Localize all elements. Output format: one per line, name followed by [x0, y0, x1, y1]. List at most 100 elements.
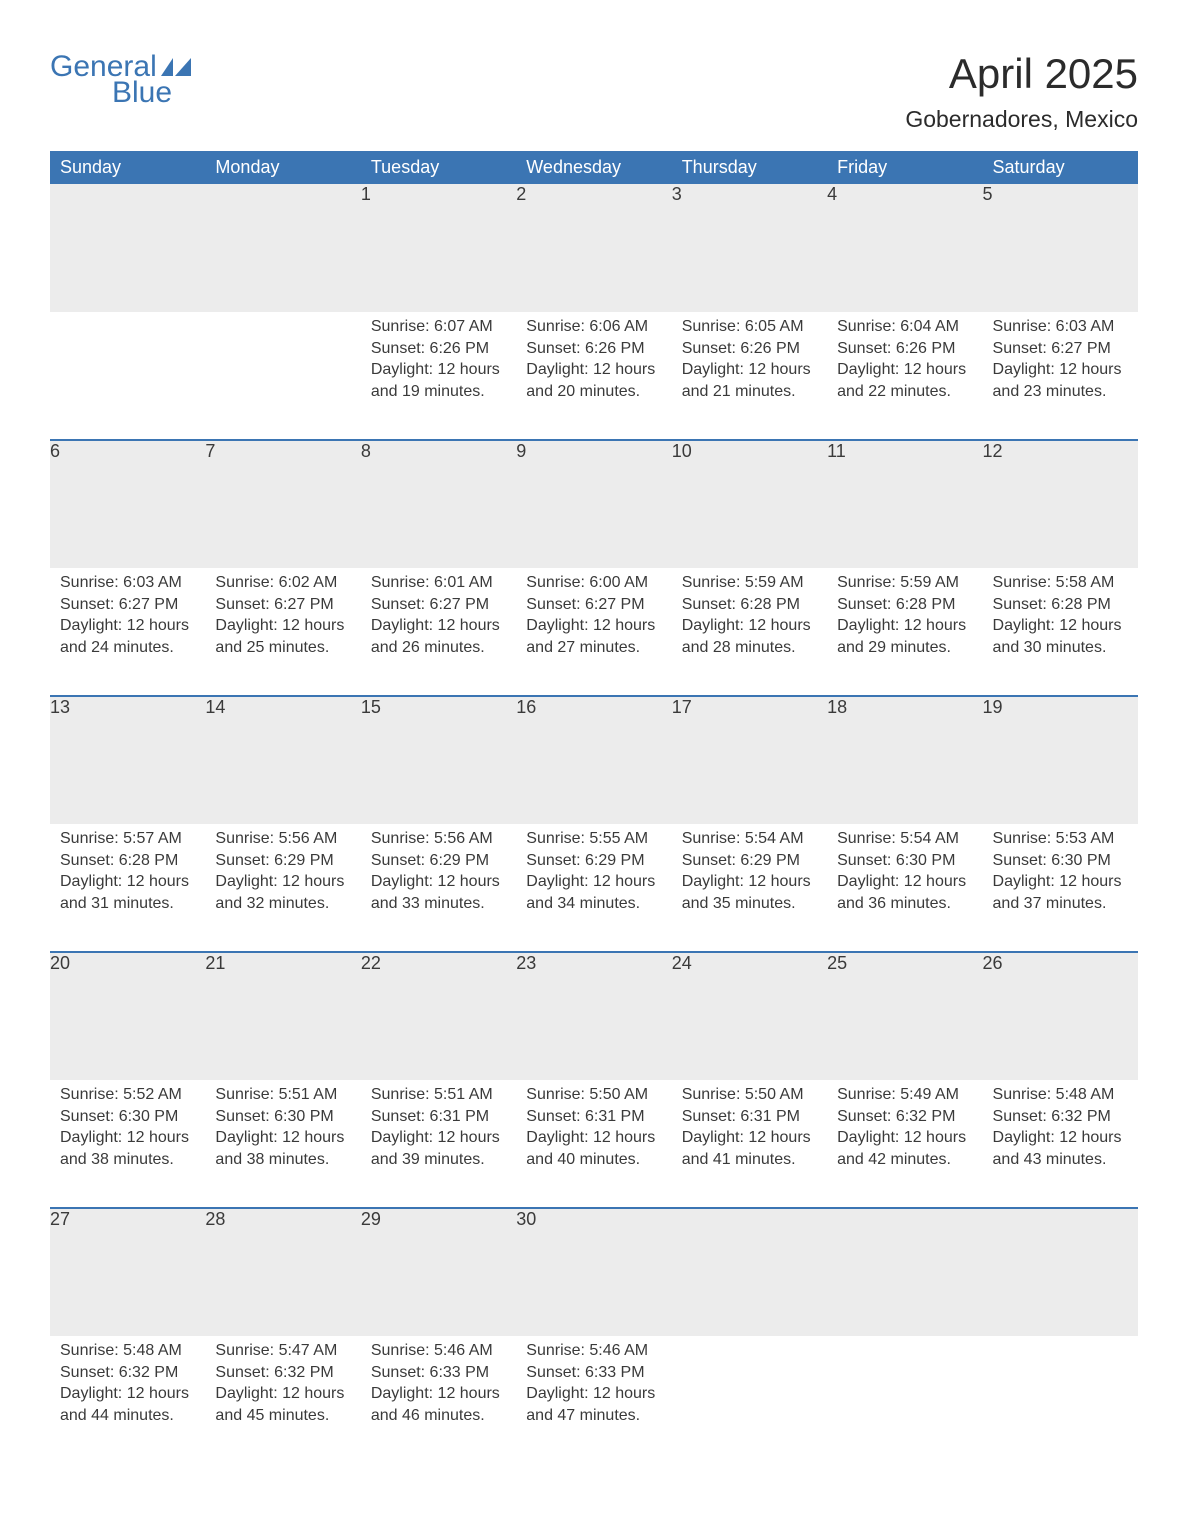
title-block: April 2025 Gobernadores, Mexico [905, 50, 1138, 133]
daylight-text-2: and 40 minutes. [526, 1149, 661, 1171]
daylight-text-2: and 44 minutes. [60, 1405, 195, 1427]
week-content-row: Sunrise: 5:48 AMSunset: 6:32 PMDaylight:… [50, 1336, 1138, 1464]
week-content-row: Sunrise: 5:52 AMSunset: 6:30 PMDaylight:… [50, 1080, 1138, 1208]
daylight-text-2: and 43 minutes. [993, 1149, 1128, 1171]
daylight-text-1: Daylight: 12 hours [526, 871, 661, 893]
week-daynum-row: 13141516171819 [50, 696, 1138, 824]
day-content-cell: Sunrise: 5:58 AMSunset: 6:28 PMDaylight:… [983, 568, 1138, 696]
sunrise-text: Sunrise: 6:02 AM [215, 572, 350, 594]
daylight-text-2: and 24 minutes. [60, 637, 195, 659]
daylight-text-1: Daylight: 12 hours [526, 1383, 661, 1405]
day-content-cell: Sunrise: 5:54 AMSunset: 6:30 PMDaylight:… [827, 824, 982, 952]
day-content-cell: Sunrise: 5:59 AMSunset: 6:28 PMDaylight:… [827, 568, 982, 696]
day-content-cell [205, 312, 360, 440]
day-number-cell: 3 [672, 184, 827, 312]
calendar-body: 12345Sunrise: 6:07 AMSunset: 6:26 PMDayl… [50, 184, 1138, 1464]
sunset-text: Sunset: 6:29 PM [371, 850, 506, 872]
daylight-text-2: and 20 minutes. [526, 381, 661, 403]
day-number-cell: 15 [361, 696, 516, 824]
day-content-cell: Sunrise: 5:52 AMSunset: 6:30 PMDaylight:… [50, 1080, 205, 1208]
sunrise-text: Sunrise: 6:07 AM [371, 316, 506, 338]
sunset-text: Sunset: 6:27 PM [526, 594, 661, 616]
day-number-cell: 18 [827, 696, 982, 824]
sunrise-text: Sunrise: 5:46 AM [371, 1340, 506, 1362]
day-header: Wednesday [516, 151, 671, 184]
sunrise-text: Sunrise: 6:03 AM [993, 316, 1128, 338]
sunrise-text: Sunrise: 5:53 AM [993, 828, 1128, 850]
day-number-cell: 14 [205, 696, 360, 824]
day-header: Thursday [672, 151, 827, 184]
sunset-text: Sunset: 6:30 PM [215, 1106, 350, 1128]
sunset-text: Sunset: 6:29 PM [682, 850, 817, 872]
daylight-text-1: Daylight: 12 hours [682, 871, 817, 893]
daylight-text-1: Daylight: 12 hours [215, 1383, 350, 1405]
daylight-text-1: Daylight: 12 hours [60, 1127, 195, 1149]
week-content-row: Sunrise: 5:57 AMSunset: 6:28 PMDaylight:… [50, 824, 1138, 952]
day-number-cell: 22 [361, 952, 516, 1080]
sunrise-text: Sunrise: 5:50 AM [526, 1084, 661, 1106]
week-content-row: Sunrise: 6:07 AMSunset: 6:26 PMDaylight:… [50, 312, 1138, 440]
sunrise-text: Sunrise: 5:47 AM [215, 1340, 350, 1362]
daylight-text-1: Daylight: 12 hours [371, 359, 506, 381]
day-number-cell: 26 [983, 952, 1138, 1080]
sunset-text: Sunset: 6:30 PM [60, 1106, 195, 1128]
daylight-text-2: and 32 minutes. [215, 893, 350, 915]
day-number-cell: 29 [361, 1208, 516, 1336]
day-content-cell: Sunrise: 5:47 AMSunset: 6:32 PMDaylight:… [205, 1336, 360, 1464]
sunset-text: Sunset: 6:26 PM [371, 338, 506, 360]
sunset-text: Sunset: 6:27 PM [993, 338, 1128, 360]
day-number-cell: 16 [516, 696, 671, 824]
day-content-cell: Sunrise: 6:06 AMSunset: 6:26 PMDaylight:… [516, 312, 671, 440]
week-daynum-row: 20212223242526 [50, 952, 1138, 1080]
daylight-text-2: and 23 minutes. [993, 381, 1128, 403]
sunset-text: Sunset: 6:33 PM [526, 1362, 661, 1384]
day-number-cell: 28 [205, 1208, 360, 1336]
daylight-text-2: and 19 minutes. [371, 381, 506, 403]
day-number-cell: 6 [50, 440, 205, 568]
daylight-text-2: and 37 minutes. [993, 893, 1128, 915]
sunset-text: Sunset: 6:27 PM [371, 594, 506, 616]
sunrise-text: Sunrise: 6:01 AM [371, 572, 506, 594]
day-content-cell: Sunrise: 6:05 AMSunset: 6:26 PMDaylight:… [672, 312, 827, 440]
sunrise-text: Sunrise: 6:05 AM [682, 316, 817, 338]
daylight-text-2: and 26 minutes. [371, 637, 506, 659]
sunset-text: Sunset: 6:28 PM [993, 594, 1128, 616]
month-title: April 2025 [905, 50, 1138, 98]
daylight-text-1: Daylight: 12 hours [215, 615, 350, 637]
sunrise-text: Sunrise: 5:59 AM [837, 572, 972, 594]
daylight-text-1: Daylight: 12 hours [837, 1127, 972, 1149]
day-number-cell: 25 [827, 952, 982, 1080]
day-header-row: Sunday Monday Tuesday Wednesday Thursday… [50, 151, 1138, 184]
day-content-cell: Sunrise: 5:51 AMSunset: 6:30 PMDaylight:… [205, 1080, 360, 1208]
daylight-text-2: and 34 minutes. [526, 893, 661, 915]
day-content-cell: Sunrise: 5:51 AMSunset: 6:31 PMDaylight:… [361, 1080, 516, 1208]
daylight-text-2: and 39 minutes. [371, 1149, 506, 1171]
day-content-cell: Sunrise: 5:49 AMSunset: 6:32 PMDaylight:… [827, 1080, 982, 1208]
sunset-text: Sunset: 6:32 PM [215, 1362, 350, 1384]
day-number-cell: 2 [516, 184, 671, 312]
day-content-cell: Sunrise: 5:48 AMSunset: 6:32 PMDaylight:… [983, 1080, 1138, 1208]
sunset-text: Sunset: 6:26 PM [682, 338, 817, 360]
daylight-text-1: Daylight: 12 hours [371, 615, 506, 637]
day-content-cell: Sunrise: 5:48 AMSunset: 6:32 PMDaylight:… [50, 1336, 205, 1464]
sunrise-text: Sunrise: 5:52 AM [60, 1084, 195, 1106]
sunset-text: Sunset: 6:29 PM [526, 850, 661, 872]
daylight-text-2: and 36 minutes. [837, 893, 972, 915]
logo-text-blue: Blue [112, 76, 172, 110]
sunrise-text: Sunrise: 5:54 AM [682, 828, 817, 850]
daylight-text-1: Daylight: 12 hours [682, 615, 817, 637]
daylight-text-1: Daylight: 12 hours [60, 871, 195, 893]
daylight-text-2: and 47 minutes. [526, 1405, 661, 1427]
day-content-cell: Sunrise: 5:46 AMSunset: 6:33 PMDaylight:… [516, 1336, 671, 1464]
daylight-text-2: and 38 minutes. [60, 1149, 195, 1171]
sunset-text: Sunset: 6:30 PM [993, 850, 1128, 872]
day-number-cell [205, 184, 360, 312]
daylight-text-1: Daylight: 12 hours [215, 871, 350, 893]
day-content-cell: Sunrise: 5:54 AMSunset: 6:29 PMDaylight:… [672, 824, 827, 952]
sunrise-text: Sunrise: 5:56 AM [215, 828, 350, 850]
daylight-text-1: Daylight: 12 hours [215, 1127, 350, 1149]
daylight-text-2: and 29 minutes. [837, 637, 972, 659]
daylight-text-2: and 21 minutes. [682, 381, 817, 403]
daylight-text-1: Daylight: 12 hours [993, 615, 1128, 637]
day-header: Monday [205, 151, 360, 184]
